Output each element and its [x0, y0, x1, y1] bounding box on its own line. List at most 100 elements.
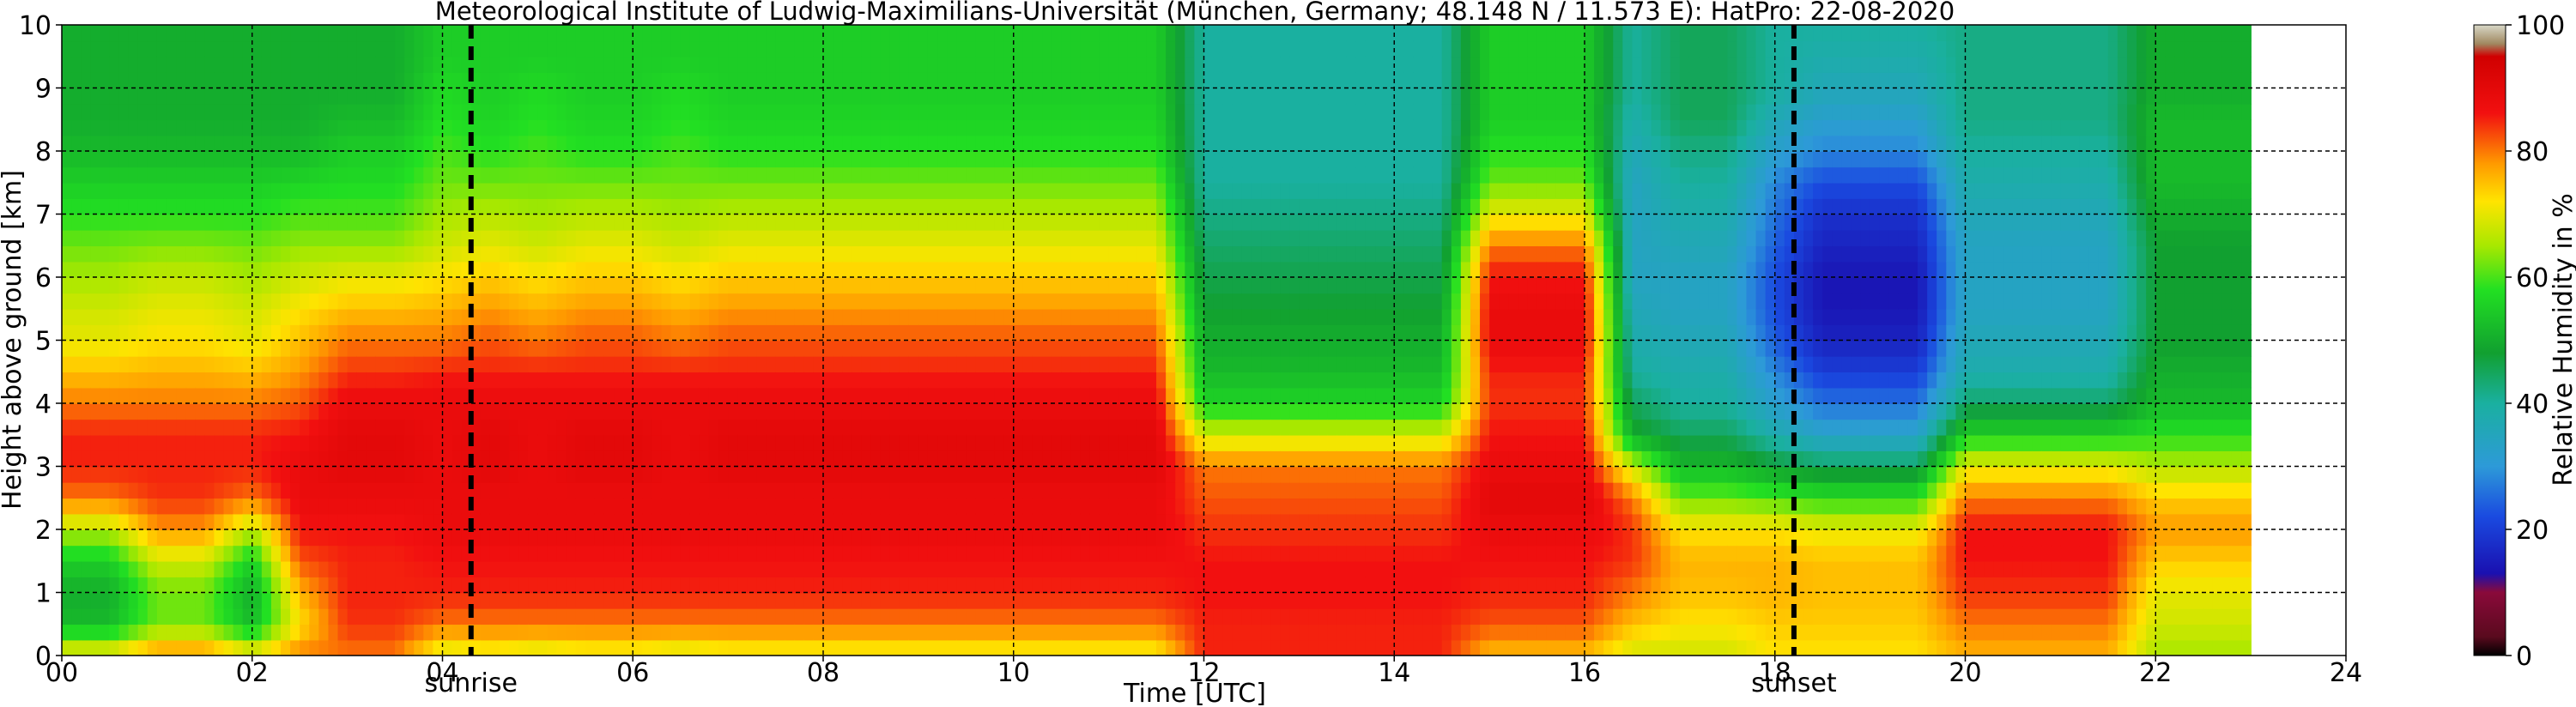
heatmap-cell — [62, 214, 72, 231]
heatmap-cell — [461, 88, 472, 105]
heatmap-cell — [309, 198, 320, 215]
heatmap-cell — [956, 387, 967, 404]
heatmap-cell — [347, 577, 358, 594]
heatmap-cell — [899, 577, 910, 594]
heatmap-cell — [156, 372, 167, 389]
heatmap-cell — [718, 245, 729, 263]
heatmap-cell — [1232, 151, 1243, 168]
heatmap-cell — [356, 56, 367, 73]
heatmap-cell — [1108, 103, 1119, 121]
heatmap-cell — [90, 545, 101, 562]
heatmap-cell — [966, 639, 977, 656]
heatmap-cell — [281, 513, 291, 530]
heatmap-cell — [1185, 261, 1196, 278]
heatmap-cell — [813, 560, 824, 577]
heatmap-cell — [300, 293, 311, 310]
heatmap-cell — [395, 166, 405, 184]
heatmap-cell — [470, 607, 482, 625]
heatmap-cell — [1003, 577, 1015, 594]
heatmap-cell — [585, 198, 596, 215]
heatmap-cell — [385, 119, 396, 136]
heatmap-cell — [813, 513, 824, 530]
heatmap-cell — [1175, 119, 1186, 136]
heatmap-cell — [347, 308, 358, 325]
heatmap-cell — [708, 434, 719, 451]
heatmap-cell — [385, 592, 396, 609]
heatmap-cell — [309, 545, 320, 562]
heatmap-cell — [1080, 261, 1091, 278]
heatmap-cell — [633, 340, 644, 357]
heatmap-cell — [1013, 372, 1024, 389]
heatmap-cell — [623, 450, 634, 468]
heatmap-cell — [356, 529, 367, 547]
heatmap-cell — [1118, 135, 1129, 152]
heatmap-cell — [109, 245, 120, 263]
heatmap-cell — [404, 513, 415, 530]
heatmap-cell — [109, 198, 120, 215]
heatmap-cell — [452, 607, 463, 625]
heatmap-cell — [1022, 88, 1033, 105]
heatmap-cell — [794, 25, 805, 42]
heatmap-cell — [318, 229, 330, 247]
heatmap-cell — [994, 624, 1005, 641]
heatmap-cell — [1146, 450, 1157, 468]
heatmap-cell — [433, 261, 444, 278]
heatmap-cell — [1108, 545, 1119, 562]
heatmap-cell — [642, 293, 653, 310]
heatmap-cell — [880, 151, 891, 168]
heatmap-cell — [242, 434, 253, 451]
heatmap-cell — [366, 403, 377, 420]
heatmap-cell — [375, 340, 386, 357]
heatmap-cell — [823, 450, 833, 468]
heatmap-cell — [633, 355, 644, 373]
heatmap-cell — [461, 277, 472, 294]
heatmap-cell — [404, 592, 415, 609]
heatmap-cell — [90, 182, 101, 199]
heatmap-cell — [404, 72, 415, 89]
heatmap-cell — [395, 293, 405, 310]
heatmap-cell — [489, 214, 500, 231]
heatmap-cell — [461, 72, 472, 89]
heatmap-cell — [785, 25, 796, 42]
heatmap-cell — [1052, 151, 1062, 168]
heatmap-cell — [356, 135, 367, 152]
heatmap-cell — [918, 103, 929, 121]
heatmap-cell — [242, 40, 253, 57]
heatmap-cell — [137, 308, 148, 325]
heatmap-cell — [585, 166, 596, 184]
heatmap-cell — [689, 498, 700, 515]
heatmap-cell — [775, 72, 786, 89]
heatmap-cell — [880, 450, 891, 468]
heatmap-cell — [423, 403, 434, 420]
heatmap-cell — [785, 387, 796, 404]
heatmap-cell — [480, 25, 491, 42]
heatmap-cell — [547, 607, 558, 625]
heatmap-cell — [404, 481, 415, 499]
heatmap-cell — [300, 182, 311, 199]
heatmap-cell — [1127, 372, 1138, 389]
heatmap-cell — [128, 198, 139, 215]
heatmap-cell — [756, 25, 767, 42]
heatmap-cell — [670, 56, 682, 73]
heatmap-cell — [975, 72, 986, 89]
heatmap-cell — [337, 403, 349, 420]
heatmap-cell — [470, 214, 482, 231]
heatmap-cell — [1003, 151, 1015, 168]
heatmap-cell — [100, 624, 111, 641]
heatmap-cell — [642, 182, 653, 199]
heatmap-cell — [214, 466, 225, 483]
heatmap-cell — [1156, 40, 1167, 57]
heatmap-cell — [623, 103, 634, 121]
heatmap-cell — [90, 198, 101, 215]
heatmap-cell — [290, 498, 300, 515]
heatmap-cell — [1127, 88, 1138, 105]
heatmap-cell — [689, 624, 700, 641]
heatmap-cell — [300, 166, 311, 184]
heatmap-cell — [994, 513, 1005, 530]
heatmap-cell — [337, 560, 349, 577]
heatmap-cell — [489, 103, 500, 121]
heatmap-cell — [1185, 88, 1196, 105]
heatmap-cell — [414, 182, 425, 199]
heatmap-cell — [918, 324, 929, 341]
heatmap-cell — [1175, 577, 1186, 594]
